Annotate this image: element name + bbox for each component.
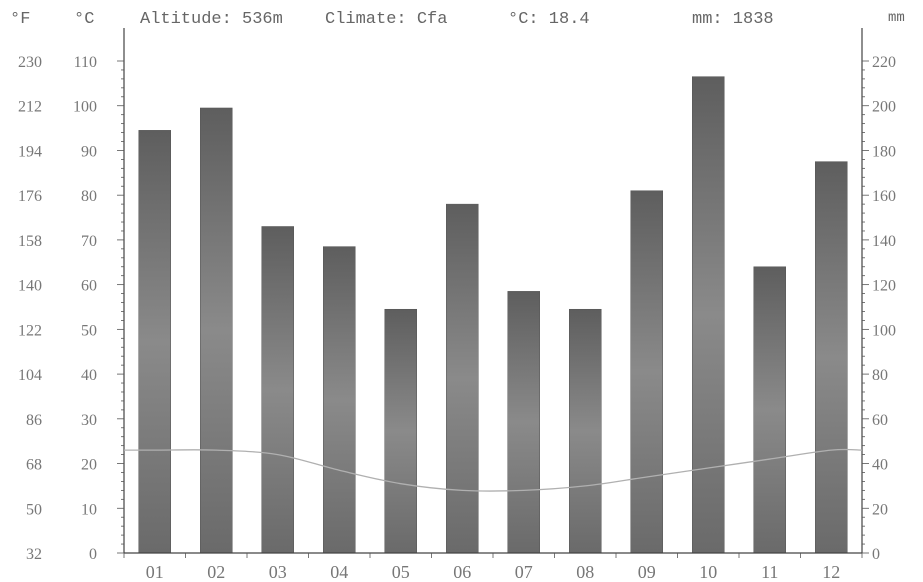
- fahrenheit-tick-label: 230: [18, 54, 42, 71]
- fahrenheit-tick-label: 50: [26, 501, 42, 518]
- celsius-tick-label: 110: [74, 54, 97, 71]
- fahrenheit-tick-label: 32: [26, 546, 42, 563]
- precip-bar-03: [261, 226, 294, 554]
- mean-temperature-label: °C: 18.4: [508, 10, 590, 29]
- fahrenheit-tick-label: 194: [18, 143, 42, 160]
- celsius-tick-label: 80: [81, 188, 97, 205]
- mm-tick-label: 180: [872, 143, 896, 160]
- month-tick-label: 02: [207, 562, 225, 582]
- celsius-tick-label: 40: [81, 367, 97, 384]
- celsius-tick-label: 20: [81, 457, 97, 474]
- fahrenheit-tick-label: 212: [18, 99, 42, 116]
- precip-bar-09: [630, 190, 663, 554]
- precip-bar-01: [138, 130, 171, 554]
- month-tick-label: 08: [576, 562, 594, 582]
- temperature-line: [124, 448, 863, 492]
- mm-tick-label: 100: [872, 322, 896, 339]
- mm-tick-label: 160: [872, 188, 896, 205]
- mm-tick-label: 40: [872, 457, 888, 474]
- axes: [117, 28, 869, 558]
- celsius-tick-label: 90: [81, 143, 97, 160]
- month-tick-label: 04: [330, 562, 348, 582]
- month-tick-label: 12: [822, 562, 840, 582]
- precip-bar-11: [753, 266, 786, 554]
- month-tick-label: 03: [269, 562, 287, 582]
- month-tick-label: 10: [699, 562, 717, 582]
- celsius-unit-label: °C: [74, 10, 95, 29]
- precip-bar-08: [569, 308, 602, 554]
- total-precipitation-label: mm: 1838: [692, 10, 774, 29]
- precip-bar-07: [507, 291, 540, 554]
- celsius-tick-label: 0: [89, 546, 97, 563]
- month-tick-label: 11: [761, 562, 778, 582]
- altitude-label: Altitude: 536m: [140, 10, 283, 29]
- month-tick-label: 01: [146, 562, 164, 582]
- precip-bar-12: [815, 161, 848, 554]
- celsius-tick-label: 50: [81, 322, 97, 339]
- mm-tick-label: 80: [872, 367, 888, 384]
- celsius-tick-label: 10: [81, 501, 97, 518]
- mm-tick-label: 220: [872, 54, 896, 71]
- fahrenheit-tick-label: 158: [18, 233, 42, 250]
- fahrenheit-tick-label: 140: [18, 278, 42, 295]
- tick-labels: 0102030405060708090100110325068861041221…: [18, 54, 896, 582]
- celsius-tick-label: 60: [81, 278, 97, 295]
- fahrenheit-tick-label: 122: [18, 322, 42, 339]
- mm-tick-label: 20: [872, 501, 888, 518]
- temperature-line-layer: [124, 448, 863, 492]
- mm-tick-label: 140: [872, 233, 896, 250]
- fahrenheit-tick-label: 86: [26, 412, 42, 429]
- month-tick-label: 07: [515, 562, 533, 582]
- precip-bar-02: [200, 107, 233, 554]
- mm-tick-label: 60: [872, 412, 888, 429]
- mm-tick-label: 120: [872, 278, 896, 295]
- mm-tick-label: 0: [872, 546, 880, 563]
- precip-bar-06: [446, 203, 479, 554]
- month-tick-label: 09: [638, 562, 656, 582]
- celsius-tick-label: 30: [81, 412, 97, 429]
- fahrenheit-tick-label: 104: [18, 367, 42, 384]
- climate-label: Climate: Cfa: [325, 10, 448, 29]
- fahrenheit-unit-label: °F: [10, 10, 31, 29]
- mm-tick-label: 200: [872, 99, 896, 116]
- month-tick-label: 06: [453, 562, 471, 582]
- celsius-tick-label: 100: [73, 99, 97, 116]
- celsius-tick-label: 70: [81, 233, 97, 250]
- precip-bar-05: [384, 308, 417, 554]
- precip-bar-04: [323, 246, 356, 554]
- fahrenheit-tick-label: 68: [26, 457, 42, 474]
- fahrenheit-tick-label: 176: [18, 188, 42, 205]
- precip-bar-10: [692, 76, 725, 554]
- month-tick-label: 05: [392, 562, 410, 582]
- millimeter-unit-label: mm: [888, 10, 905, 26]
- precipitation-bars: [138, 76, 848, 554]
